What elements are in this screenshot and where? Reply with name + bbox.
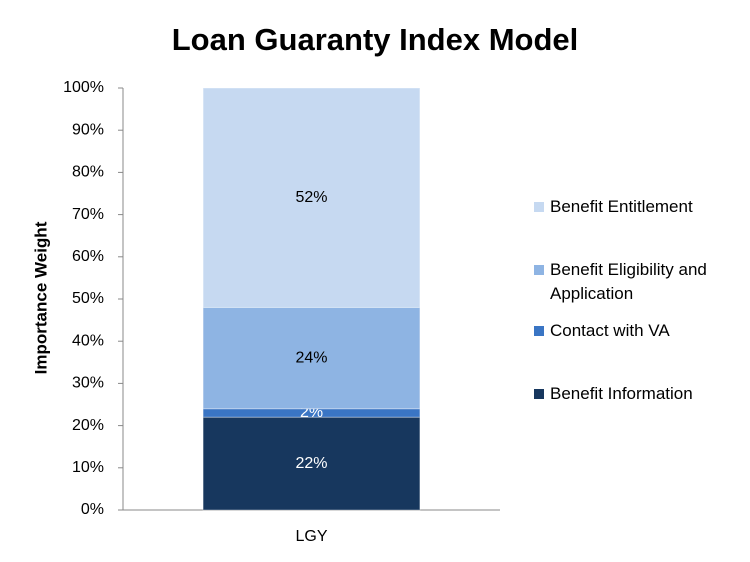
y-tick-label: 60% [72,248,104,265]
legend-item: Benefit Entitlement [534,195,739,219]
legend-item: Benefit Information [534,382,739,406]
chart-title: Loan Guaranty Index Model [172,22,579,57]
data-label: 22% [295,455,327,472]
y-tick-label: 70% [72,206,104,223]
bar-segment [202,87,421,308]
x-tick-label: LGY [295,528,327,545]
y-tick-label: 30% [72,375,104,392]
legend-swatch [534,326,544,336]
legend-label: Benefit Entitlement [550,197,693,216]
legend-swatch [534,202,544,212]
legend-label: Benefit Eligibility and Application [550,260,707,303]
legend-label: Benefit Information [550,384,693,403]
y-tick-label: 0% [81,501,104,518]
y-tick-label: 90% [72,121,104,138]
y-tick-label: 10% [72,459,104,476]
y-tick-label: 80% [72,164,104,181]
y-tick-label: 100% [63,79,104,96]
bar-segment [202,306,421,410]
data-label: 24% [295,349,327,366]
y-tick-label: 20% [72,417,104,434]
legend-item: Contact with VA [534,319,739,343]
legend-label: Contact with VA [550,321,670,340]
y-tick-label: 50% [72,290,104,307]
data-label: 52% [295,189,327,206]
bar-segment [202,416,421,511]
legend-swatch [534,389,544,399]
legend-swatch [534,265,544,275]
y-axis-label: Importance Weight [31,221,50,374]
legend-item: Benefit Eligibility and Application [534,258,739,306]
y-tick-label: 40% [72,332,104,349]
